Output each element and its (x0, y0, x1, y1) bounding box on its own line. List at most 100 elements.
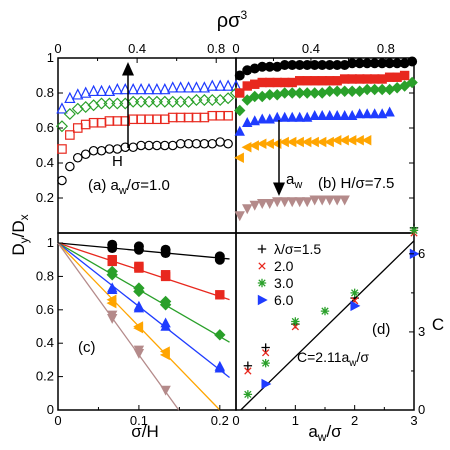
panel-b-arrow-label: aw (286, 171, 302, 191)
panel-b-point-1-15 (346, 85, 358, 97)
panel-c-point-1-5 (160, 270, 171, 280)
panel-d-point-3-2 (409, 248, 420, 260)
panel-b-point-4-14 (338, 135, 349, 146)
panel-a-point-0-6 (103, 84, 116, 97)
panel-a-point-0-11 (143, 82, 155, 95)
panel-a-point-0-7 (111, 82, 124, 95)
panel-b-point-0-5 (272, 61, 283, 72)
panel-a-point-2-15 (175, 112, 186, 123)
panel-b-point-1-4 (264, 89, 276, 101)
panel-c-point-5-3 (133, 345, 145, 356)
panel-b-point-1-6 (279, 87, 291, 99)
panel-b-point-0-20 (384, 58, 395, 69)
panel-b-point-2-21 (392, 72, 402, 82)
panel-c-point-4-5 (159, 346, 170, 357)
panel-a-point-3-1 (65, 161, 75, 172)
panel-b-point-4-7 (286, 136, 297, 148)
panel-c-plot (57, 239, 230, 411)
panel-c-label: (c) (78, 339, 96, 356)
panel-d-legend-marker-1 (258, 262, 266, 270)
panel-a-point-1-11 (142, 95, 156, 108)
panel-a-point-1-14 (166, 95, 179, 108)
panel-a-ytick-label-1: 0.4 (36, 155, 54, 170)
panel-a-point-2-21 (223, 110, 233, 121)
panel-b-point-1-18 (368, 83, 381, 96)
panel-d-point-0-1 (261, 343, 270, 352)
panel-b-point-3-9 (302, 111, 313, 122)
panel-d-xtick-label-6: 3 (410, 413, 417, 428)
panel-b-point-0-4 (264, 61, 275, 72)
panel-b-point-0-13 (332, 60, 343, 70)
panel-b-point-0-10 (309, 60, 320, 70)
panel-d-xlabel: aw/σ (308, 422, 342, 444)
panel-a-point-0-13 (159, 82, 171, 95)
panel-a-ytick-label-4: 1 (47, 50, 54, 65)
top-tick-label-a-2: 0.8 (207, 41, 225, 56)
panel-a-point-3-5 (96, 145, 107, 156)
panel-c-fit-line-2 (57, 242, 230, 343)
panel-b-point-0-3 (257, 61, 268, 72)
panel-b-point-5-14 (339, 195, 350, 206)
panel-a-point-0-18 (198, 81, 211, 93)
panel-b-point-2-16 (354, 74, 365, 84)
panel-b-point-1-2 (249, 90, 261, 103)
panel-b-point-3-12 (324, 110, 335, 120)
panel-d-point-3-1 (350, 300, 361, 312)
panel-c-frame (57, 232, 237, 411)
panel-b-point-1-14 (338, 85, 351, 97)
panel-b-point-3-0 (234, 125, 245, 136)
top-tick-label-a-0: 0 (54, 41, 61, 56)
panel-c-point-0-7 (214, 251, 225, 262)
panel-a-point-2-1 (65, 130, 75, 140)
panel-a-point-2-11 (144, 114, 154, 125)
panel-a-point-0-1 (64, 91, 76, 104)
panel-b-point-5-6 (279, 197, 290, 208)
panel-a-point-1-17 (190, 93, 203, 107)
panel-b-point-4-17 (361, 135, 372, 146)
panel-a-point-0-21 (222, 79, 234, 91)
panel-a-point-1-12 (150, 95, 163, 108)
panel-a-point-2-18 (199, 112, 210, 123)
panel-c-point-0-3 (133, 241, 144, 252)
panel-b-point-0-16 (354, 58, 365, 69)
panel-d-ylabel: C (432, 315, 444, 334)
panel-b-point-0-9 (302, 60, 313, 70)
panel-b-point-2-0 (235, 88, 245, 98)
panel-b-point-3-15 (346, 110, 358, 120)
panel-a-point-1-0 (55, 120, 69, 133)
panel-c-xtick-label-4: 0.2 (211, 413, 229, 428)
panel-d-point-2-3 (320, 306, 330, 316)
panel-b-point-3-4 (264, 113, 275, 124)
panel-a-point-3-11 (144, 140, 154, 151)
panel-b-point-2-7 (287, 77, 297, 88)
panel-b-point-3-14 (339, 110, 350, 120)
panel-d-point-2-2 (291, 317, 300, 326)
panel-b-point-4-13 (331, 135, 342, 146)
panel-c-xtick-label-2: 0.1 (130, 413, 148, 428)
panel-b-point-4-9 (301, 136, 312, 148)
panel-a-point-3-14 (167, 140, 178, 151)
panel-a-ytick-label-3: 0.8 (36, 85, 54, 100)
panel-a-point-0-0 (56, 102, 68, 114)
panel-a-arrow-label: H (112, 153, 123, 170)
panel-c-xtick-label-0: 0 (54, 413, 61, 428)
panel-b-point-0-21 (392, 58, 403, 69)
panel-a-point-3-9 (128, 142, 138, 153)
panel-a-point-0-12 (151, 82, 163, 95)
panel-b-point-4-11 (316, 136, 327, 148)
panel-b-point-5-4 (264, 199, 275, 209)
panel-b-point-3-16 (354, 108, 365, 119)
panel-b-point-3-19 (376, 108, 388, 119)
panel-a-point-1-7 (111, 97, 124, 110)
panel-a-ytick-label-2: 0.6 (36, 120, 54, 135)
panel-b-point-2-14 (339, 74, 350, 84)
panel-a-point-2-2 (72, 123, 83, 133)
panel-b-point-4-8 (294, 136, 304, 148)
panel-d-ytick-label-2: 3 (418, 324, 425, 339)
panel-b-point-2-1 (242, 81, 252, 91)
panel-d-legend-label-3: 6.0 (274, 292, 294, 308)
panel-b-point-3-6 (279, 111, 290, 122)
panel-c-xlabel: σ/H (131, 422, 159, 441)
panel-c-fit-line-0 (57, 242, 230, 260)
